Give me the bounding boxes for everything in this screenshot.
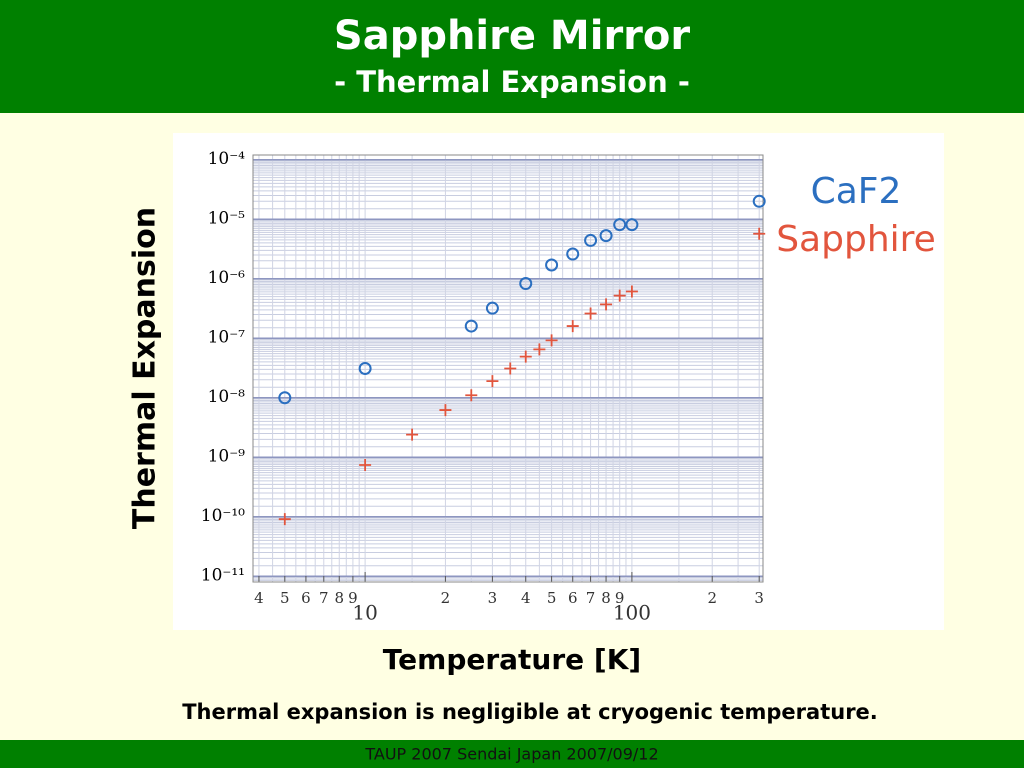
- y-tick-label: 10⁻⁴: [208, 149, 246, 169]
- data-point: [613, 218, 627, 232]
- data-point: [566, 320, 579, 333]
- x-tick-label: 10: [352, 601, 377, 625]
- y-tick-label: 10⁻⁷: [208, 328, 246, 348]
- y-tick-label: 10⁻¹¹: [201, 566, 245, 586]
- data-point: [625, 285, 638, 298]
- x-tick-label: 8: [334, 589, 344, 607]
- caption: Thermal expansion is negligible at cryog…: [182, 700, 878, 724]
- x-tick-label: 4: [254, 589, 264, 607]
- title: Sapphire Mirror: [334, 13, 690, 59]
- data-point: [566, 247, 580, 261]
- data-point: [545, 258, 559, 272]
- subtitle: - Thermal Expansion -: [334, 65, 690, 99]
- data-point: [600, 298, 613, 311]
- data-point: [485, 301, 499, 315]
- data-point: [278, 513, 291, 526]
- y-tick-label: 10⁻⁵: [208, 209, 246, 229]
- data-point: [584, 307, 597, 320]
- x-tick-label: 5: [547, 589, 557, 607]
- data-point: [753, 227, 766, 240]
- x-tick-label: 6: [568, 589, 578, 607]
- plot-frame: [252, 154, 764, 583]
- y-tick-label: 10⁻⁶: [208, 268, 246, 288]
- data-point: [278, 391, 292, 405]
- data-point: [359, 459, 372, 472]
- x-tick-label: 100: [613, 601, 651, 625]
- data-point: [584, 233, 598, 247]
- data-point: [406, 428, 419, 441]
- x-tick-label: 9: [348, 589, 358, 607]
- data-point: [519, 277, 533, 291]
- x-tick-label: 3: [754, 589, 764, 607]
- data-point: [613, 289, 626, 302]
- data-point: [533, 343, 546, 356]
- data-point: [504, 362, 517, 375]
- x-tick-label: 2: [707, 589, 717, 607]
- chart-panel: [173, 133, 944, 630]
- footer: TAUP 2007 Sendai Japan 2007/09/12: [364, 745, 658, 764]
- x-tick-label: 7: [319, 589, 329, 607]
- x-tick-label: 8: [601, 589, 611, 607]
- legend-entry: CaF2: [811, 171, 902, 212]
- x-tick-label: 2: [441, 589, 451, 607]
- y-tick-label: 10⁻⁹: [208, 447, 246, 467]
- x-tick-label: 6: [301, 589, 311, 607]
- data-point: [545, 334, 558, 347]
- data-point: [599, 229, 613, 243]
- y-tick-label: 10⁻⁸: [208, 387, 246, 407]
- data-point: [464, 319, 478, 333]
- x-axis-label: Temperature [K]: [383, 643, 641, 676]
- data-point: [486, 375, 499, 388]
- x-tick-label: 5: [280, 589, 290, 607]
- y-axis-label: Thermal Expansion: [128, 207, 163, 529]
- x-tick-label: 3: [488, 589, 498, 607]
- data-point: [465, 389, 478, 402]
- data-point: [519, 350, 532, 363]
- x-tick-label: 4: [521, 589, 531, 607]
- legend-entry: Sapphire: [776, 219, 936, 260]
- y-tick-label: 10⁻¹⁰: [201, 506, 245, 526]
- x-tick-label: 9: [615, 589, 625, 607]
- x-tick-label: 7: [586, 589, 596, 607]
- data-point: [439, 404, 452, 417]
- data-point: [625, 218, 639, 232]
- data-point: [358, 361, 372, 375]
- header-bar: [0, 0, 1024, 113]
- footer-bar: [0, 740, 1024, 768]
- data-point: [752, 194, 766, 208]
